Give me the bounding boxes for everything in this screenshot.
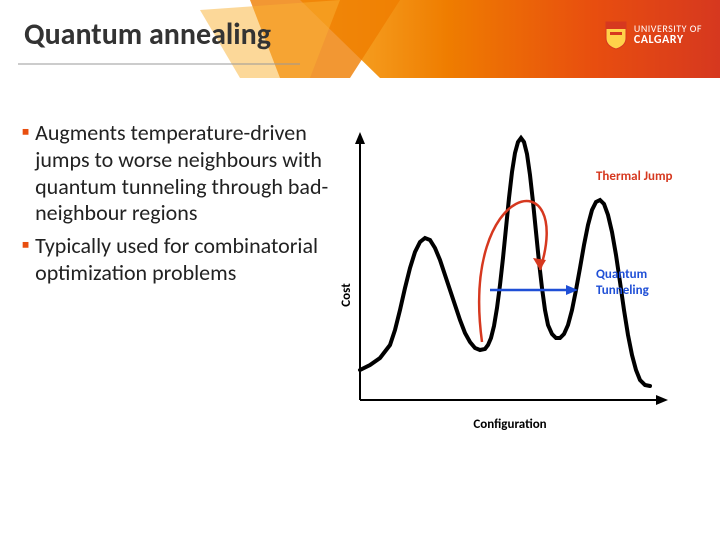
thermal-arrowhead-icon [533,258,546,270]
list-item: ▪ Augments temperature-driven jumps to w… [22,120,332,227]
bullet-list: ▪ Augments temperature-driven jumps to w… [22,120,332,293]
shield-icon [604,20,628,50]
thermal-jump-label: Thermal Jump [596,169,673,184]
logo-line2: CALGARY [634,34,702,47]
slide-header: Quantum annealing UNIVERSITY OF CALGARY [0,0,720,78]
logo-text: UNIVERSITY OF CALGARY [634,23,702,47]
y-axis-label: Cost [340,283,354,307]
tunneling-label-1: Quantum [596,267,647,282]
list-item: ▪ Typically used for combinatorial optim… [22,233,332,287]
bullet-text: Typically used for combinatorial optimiz… [35,233,332,287]
energy-landscape-diagram: Cost Configuration Thermal Jump Quantum … [340,120,700,440]
x-axis-label: Configuration [473,417,546,432]
slide-title: Quantum annealing [24,16,271,53]
bullet-marker-icon: ▪ [22,233,29,257]
bullet-marker-icon: ▪ [22,120,29,144]
bullet-text: Augments temperature-driven jumps to wor… [35,120,332,227]
university-logo: UNIVERSITY OF CALGARY [604,20,702,50]
tunneling-label-2: Tunneling [596,283,650,298]
